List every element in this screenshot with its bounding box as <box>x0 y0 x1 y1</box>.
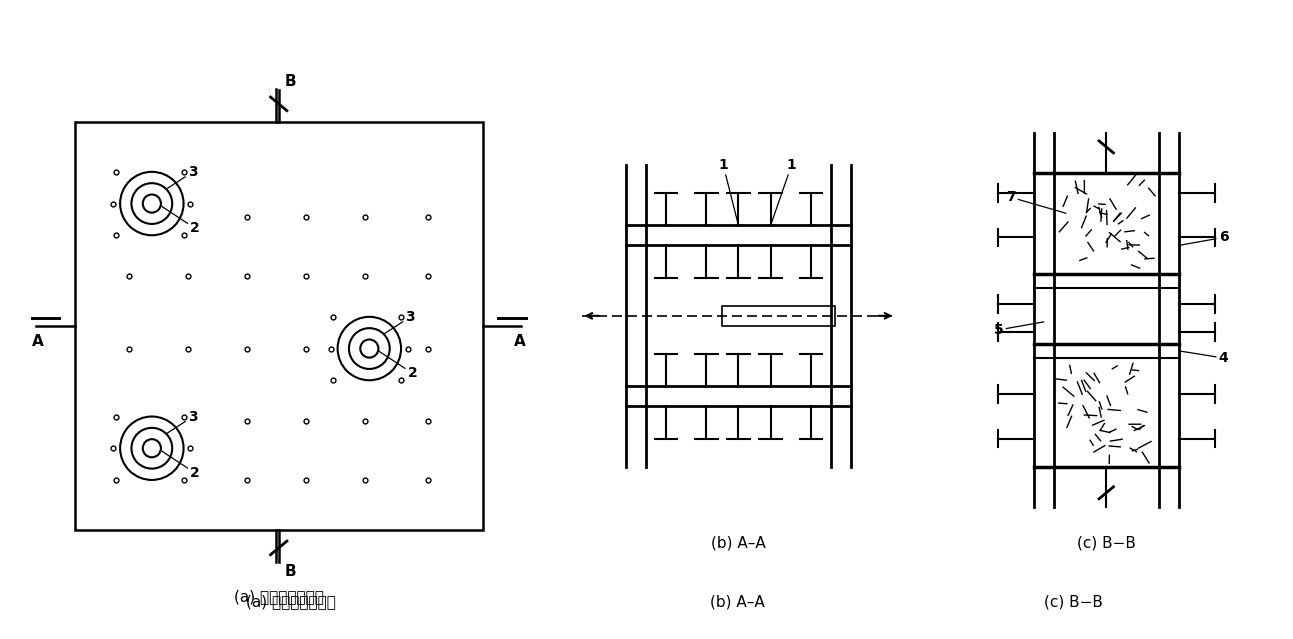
Text: B: B <box>284 74 296 89</box>
Text: A: A <box>513 334 526 349</box>
Text: (b) A–A: (b) A–A <box>710 594 764 609</box>
Text: (a) 锂板剪力墙立面: (a) 锂板剪力墙立面 <box>234 589 323 604</box>
Bar <box>75 122 482 530</box>
Text: 5: 5 <box>993 322 1043 337</box>
Text: (c) B−B: (c) B−B <box>1077 535 1135 550</box>
Text: 2: 2 <box>379 351 418 380</box>
Text: 1: 1 <box>771 158 796 226</box>
Bar <box>723 306 835 326</box>
Text: 4: 4 <box>1179 351 1228 365</box>
Text: (c) B−B: (c) B−B <box>1043 594 1103 609</box>
Text: 2: 2 <box>160 450 200 480</box>
Text: 1: 1 <box>719 158 738 226</box>
Text: B: B <box>284 564 296 579</box>
Text: 7: 7 <box>1006 190 1065 213</box>
Text: 2: 2 <box>160 206 200 236</box>
Text: (a) 锂板剪力墙立面: (a) 锂板剪力墙立面 <box>246 594 336 609</box>
Text: 6: 6 <box>1179 231 1228 245</box>
Text: 3: 3 <box>384 310 415 334</box>
Text: 3: 3 <box>167 165 198 189</box>
Text: (b) A–A: (b) A–A <box>711 535 765 550</box>
Text: A: A <box>32 334 44 349</box>
Text: 3: 3 <box>167 410 198 434</box>
